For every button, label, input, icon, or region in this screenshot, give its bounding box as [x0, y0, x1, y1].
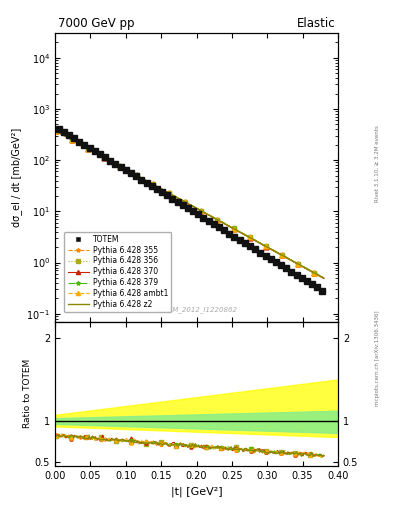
Text: Rivet 3.1.10, ≥ 3.2M events: Rivet 3.1.10, ≥ 3.2M events — [375, 125, 380, 202]
Y-axis label: dσ_el / dt [mb/GeV²]: dσ_el / dt [mb/GeV²] — [11, 128, 22, 227]
Text: TOTEM_2012_I1220862: TOTEM_2012_I1220862 — [155, 306, 238, 313]
X-axis label: |t| [GeV²]: |t| [GeV²] — [171, 486, 222, 497]
Text: Elastic: Elastic — [297, 17, 335, 30]
Legend: TOTEM, Pythia 6.428 355, Pythia 6.428 356, Pythia 6.428 370, Pythia 6.428 379, P: TOTEM, Pythia 6.428 355, Pythia 6.428 35… — [64, 231, 171, 312]
Text: 7000 GeV pp: 7000 GeV pp — [58, 17, 134, 30]
Text: mcplots.cern.ch [arXiv:1306.3436]: mcplots.cern.ch [arXiv:1306.3436] — [375, 311, 380, 406]
Y-axis label: Ratio to TOTEM: Ratio to TOTEM — [23, 359, 32, 429]
